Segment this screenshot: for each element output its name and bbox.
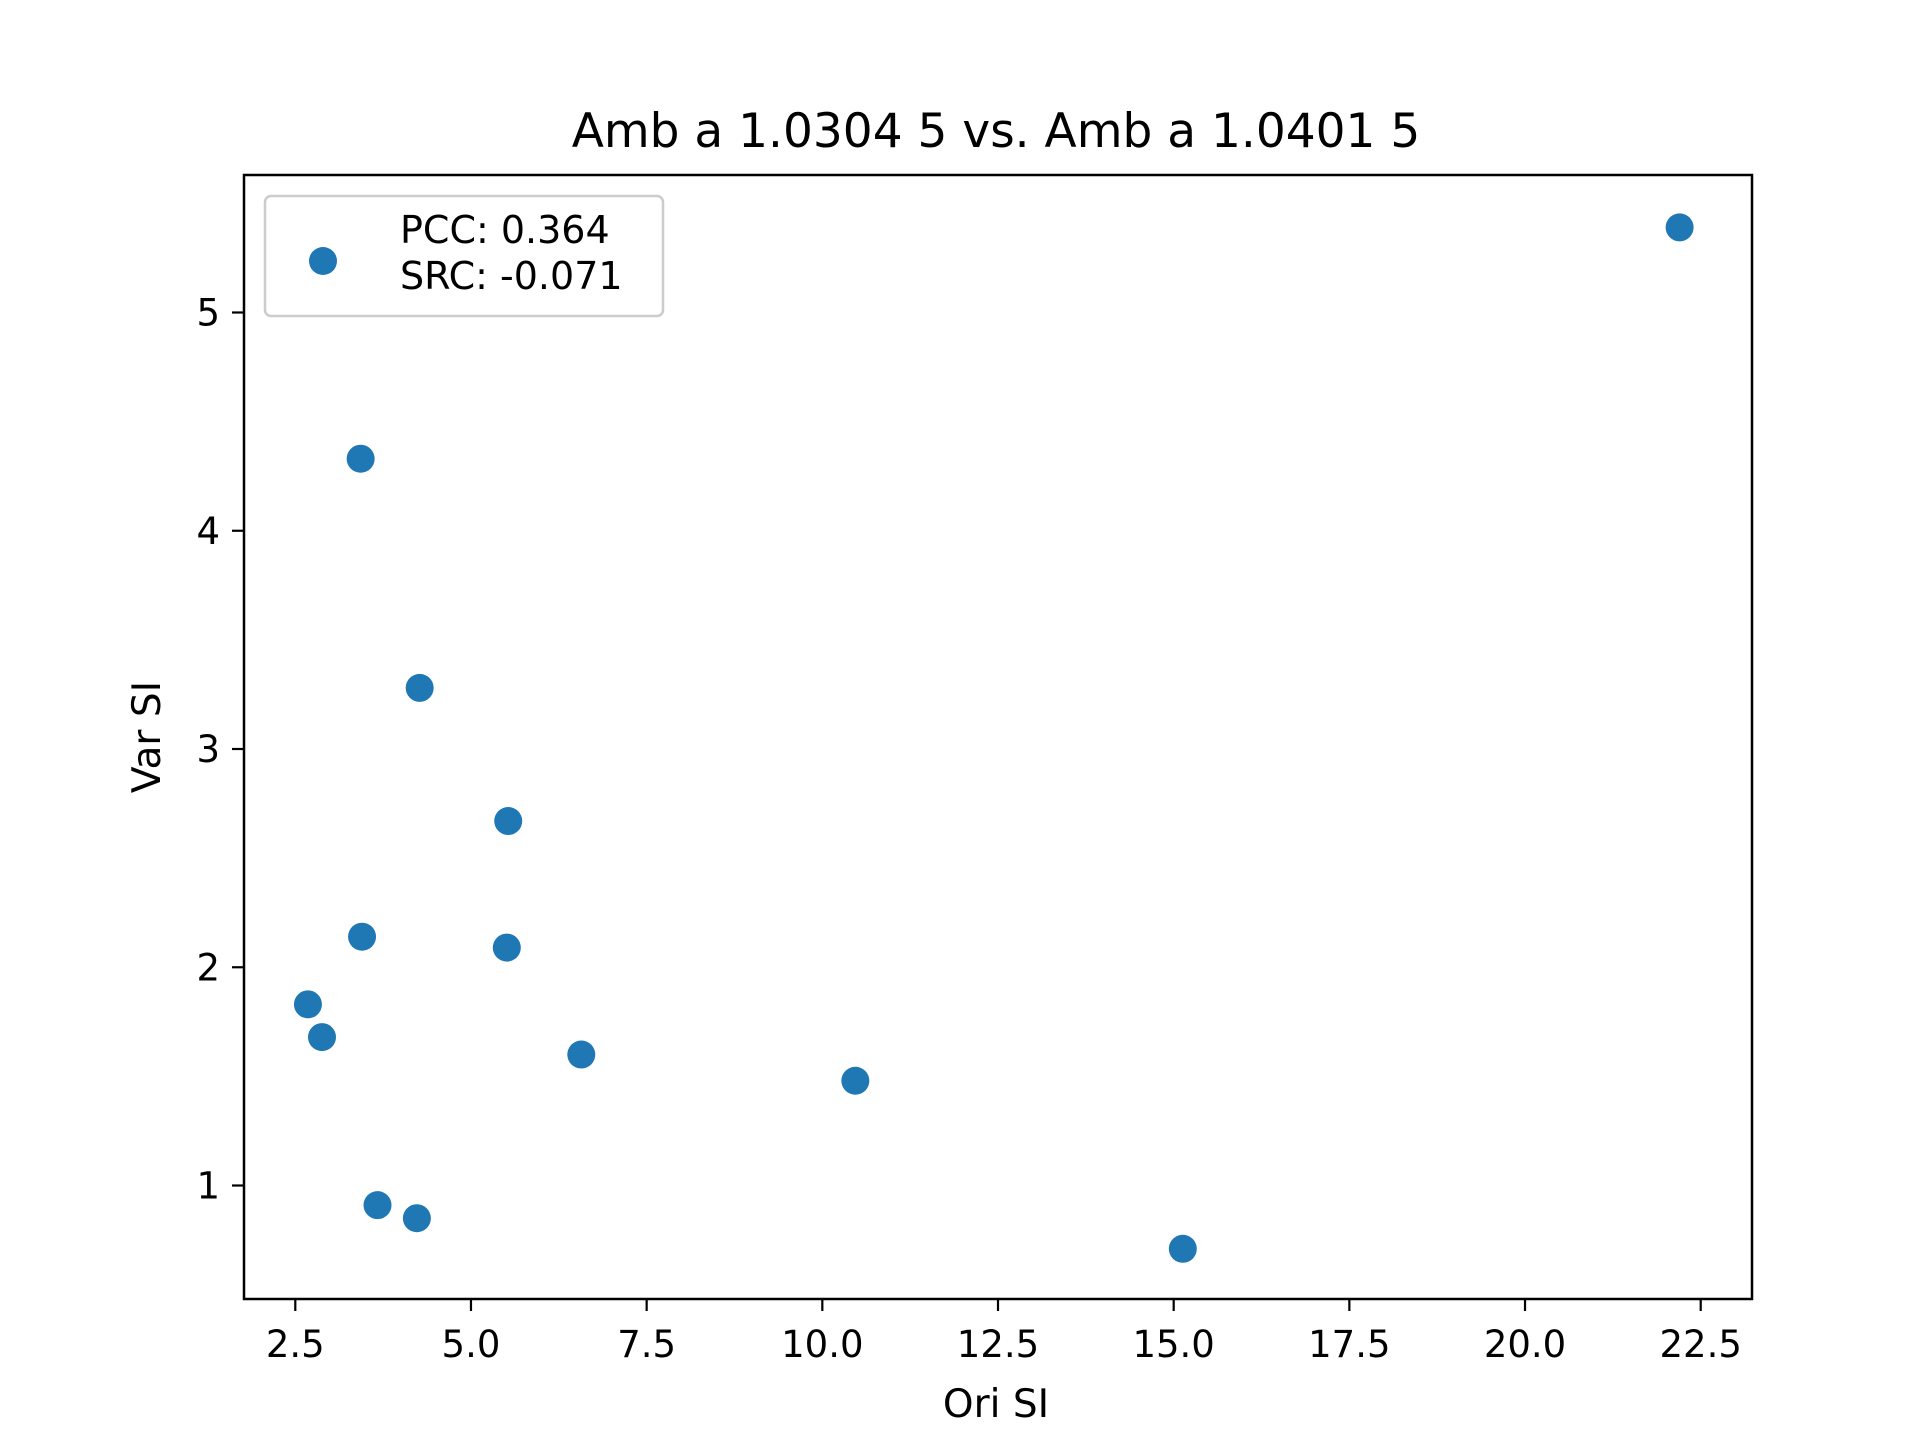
data-point <box>293 990 322 1019</box>
y-axis-ticks: 1 2 3 4 5 <box>196 291 244 1208</box>
chart-title: Amb a 1.0304 5 vs. Amb a 1.0401 5 <box>572 104 1421 159</box>
x-axis-label: Ori SI <box>943 1382 1049 1427</box>
y-axis-label: Var SI <box>125 681 170 793</box>
x-tick-label: 15.0 <box>1132 1323 1214 1366</box>
data-point <box>567 1040 596 1069</box>
y-tick-label: 1 <box>196 1165 220 1208</box>
legend-line-2: SRC: -0.071 <box>400 254 623 298</box>
x-tick-label: 17.5 <box>1308 1323 1390 1366</box>
data-point <box>363 1191 392 1220</box>
x-axis-ticks: 2.5 5.0 7.5 10.0 12.5 15.0 17.5 20.0 22.5 <box>266 1299 1742 1366</box>
y-tick-label: 4 <box>196 510 220 553</box>
x-tick-label: 22.5 <box>1660 1323 1742 1366</box>
data-point <box>841 1066 870 1095</box>
data-point <box>348 922 377 951</box>
data-point <box>1168 1234 1197 1263</box>
plot-area: 2.5 5.0 7.5 10.0 12.5 15.0 17.5 20.0 22.5 1 2 3 4 5 <box>196 173 1754 1366</box>
data-point <box>1665 213 1694 242</box>
x-tick-label: 20.0 <box>1484 1323 1566 1366</box>
legend-frame <box>263 194 665 318</box>
x-tick-label: 12.5 <box>957 1323 1039 1366</box>
legend-marker <box>309 247 337 275</box>
x-tick-label: 5.0 <box>442 1323 501 1366</box>
y-tick-label: 5 <box>196 291 220 334</box>
x-tick-label: 10.0 <box>781 1323 863 1366</box>
x-tick-label: 7.5 <box>617 1323 676 1366</box>
data-point <box>346 444 375 473</box>
y-tick-label: 3 <box>196 728 220 771</box>
data-point <box>402 1204 431 1233</box>
plot-frame <box>242 173 1754 1301</box>
legend-line-1: PCC: 0.364 <box>400 208 610 252</box>
legend: PCC: 0.364 SRC: -0.071 <box>263 194 665 318</box>
y-tick-label: 2 <box>196 946 220 989</box>
data-point <box>494 807 523 836</box>
data-point <box>308 1023 336 1052</box>
x-tick-label: 2.5 <box>266 1323 325 1366</box>
data-point <box>492 933 521 962</box>
data-points <box>293 213 1694 1263</box>
data-point <box>405 673 434 702</box>
